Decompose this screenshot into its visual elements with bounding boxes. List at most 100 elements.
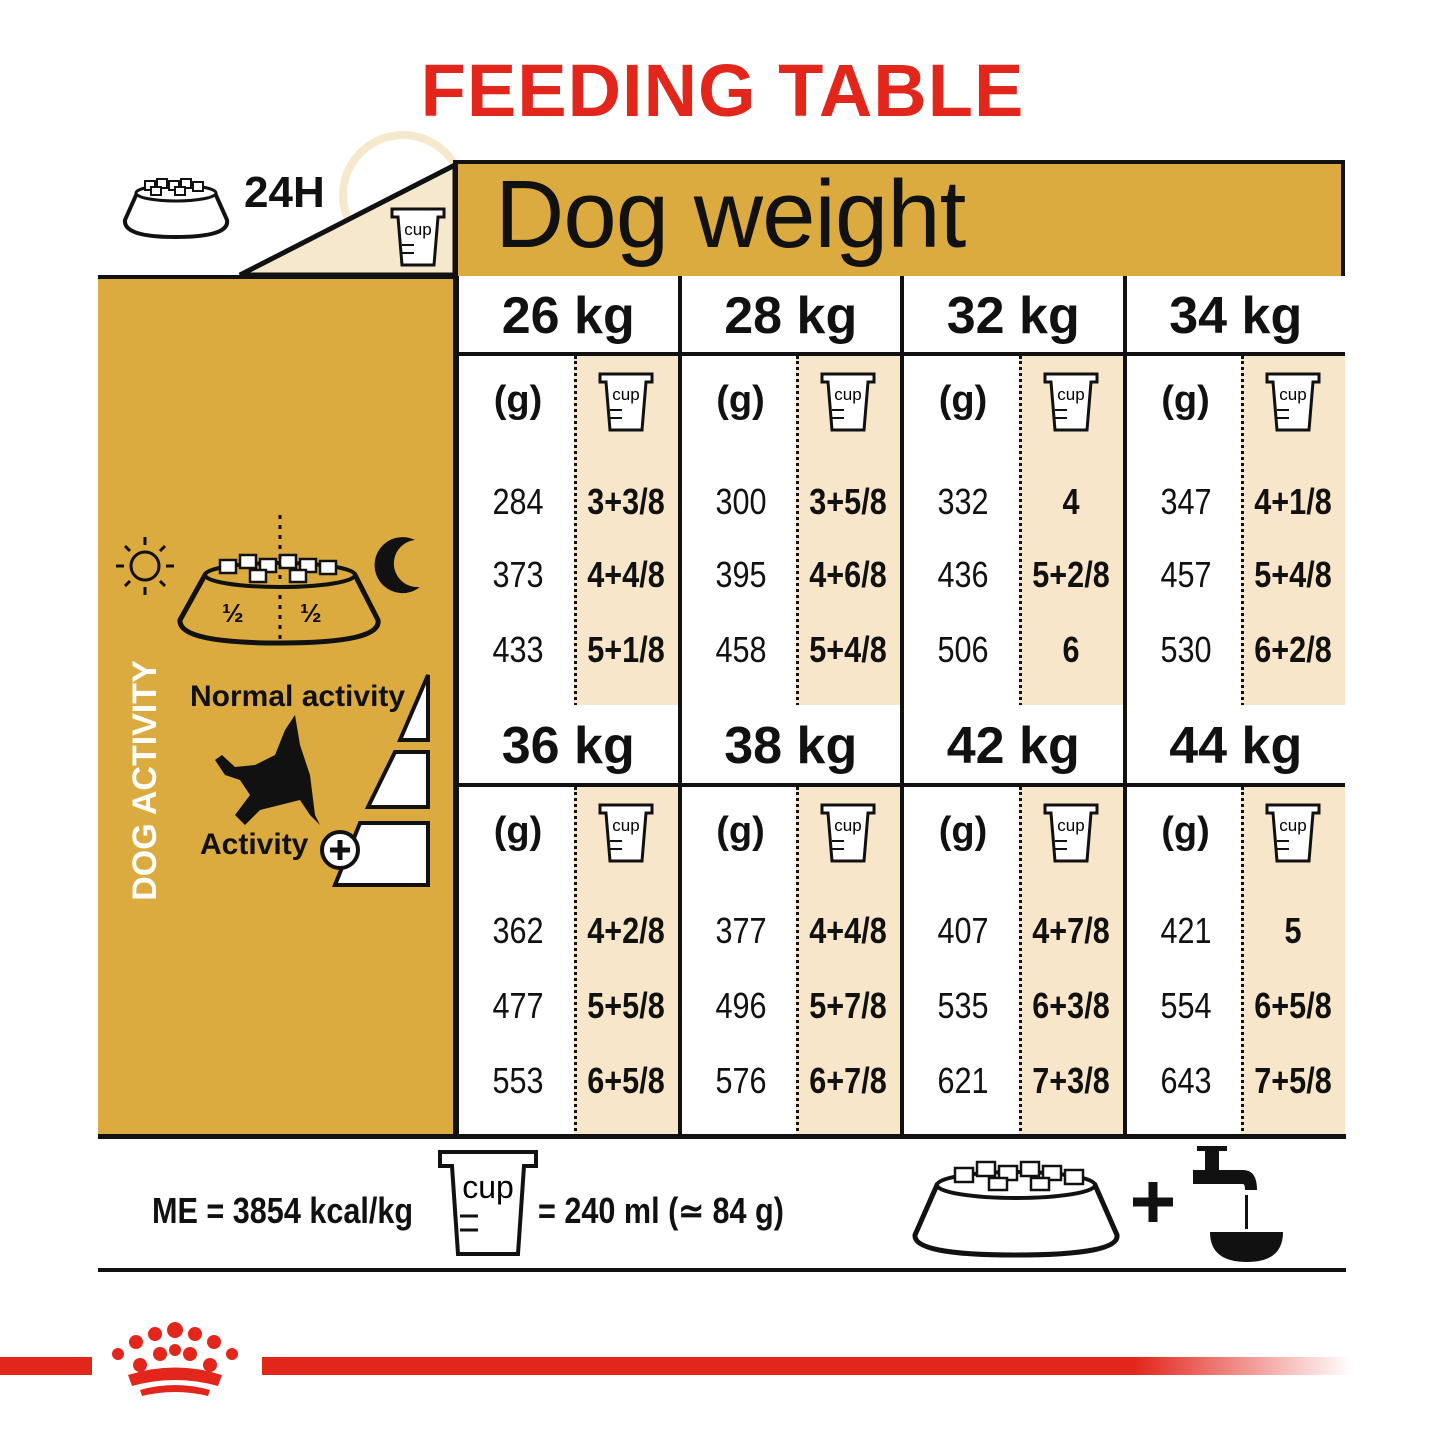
- cup-icon: cup: [818, 370, 878, 434]
- weight-column: 34 kg (g) cup 347 4+1/8 457 5+4/8 530 6+2/8: [1122, 276, 1345, 706]
- cups-value: 4+7/8: [1031, 910, 1110, 951]
- cup-icon: cup: [1041, 801, 1101, 865]
- cup-icon: cup: [438, 1150, 538, 1256]
- dog-weight-label: Dog weight: [495, 161, 966, 268]
- grams-header: (g): [938, 810, 988, 852]
- grams-value: 407: [937, 910, 989, 951]
- energy-value: ME = 3854 kcal/kg: [152, 1190, 414, 1231]
- food-bowl-icon: [123, 178, 230, 240]
- weight-column: 42 kg (g) cup 407 4+7/8 535 6+3/8 621 7+3/8: [900, 705, 1123, 1137]
- grams-value: 421: [1159, 910, 1212, 951]
- grams-value: 477: [492, 985, 544, 1026]
- grams-value: 554: [1159, 985, 1212, 1026]
- grams-header: (g): [493, 379, 543, 421]
- weight-header: 26 kg: [459, 276, 678, 356]
- svg-text:cup: cup: [1279, 816, 1306, 835]
- svg-text:cup: cup: [612, 816, 639, 835]
- grams-value: 395: [714, 554, 767, 595]
- grams-value: 643: [1159, 1060, 1212, 1101]
- cups-value: 7+5/8: [1254, 1060, 1332, 1101]
- cups-value: 6+7/8: [809, 1060, 887, 1101]
- cup-equivalence: = 240 ml (≃ 84 g): [538, 1190, 784, 1231]
- food-bowl-icon: [177, 515, 381, 646]
- weight-header: 38 kg: [681, 705, 900, 787]
- grams-value: 284: [492, 481, 544, 522]
- cup-icon: cup: [390, 207, 446, 267]
- cup-icon: cup: [1041, 370, 1101, 434]
- footer-strip: [98, 1134, 1346, 1272]
- feeding-table-block-1: 26 kg (g) cup 284 3+3/8 373 4+4/8 433 5+1/8 28 kg…: [455, 276, 1345, 706]
- svg-text:cup: cup: [834, 816, 861, 835]
- dog-activity-label: DOG ACTIVITY: [125, 659, 164, 901]
- weight-header: 42 kg: [904, 705, 1123, 787]
- weight-header: 34 kg: [1126, 276, 1345, 356]
- moon-icon: [374, 537, 420, 594]
- grams-header: (g): [1161, 810, 1210, 852]
- weight-column: 38 kg (g) cup 377 4+4/8 496 5+7/8 576 6+7/8: [677, 705, 900, 1137]
- weight-header: 28 kg: [681, 276, 900, 356]
- grams-value: 553: [492, 1060, 544, 1101]
- grams-header: (g): [716, 379, 765, 421]
- svg-text:cup: cup: [1057, 385, 1084, 404]
- svg-text:cup: cup: [834, 385, 861, 404]
- cups-value: 4+6/8: [809, 554, 887, 595]
- grams-value: 300: [714, 481, 767, 522]
- divider: [453, 160, 458, 1137]
- cups-value: 4: [1061, 481, 1080, 522]
- cup-icon: cup: [1263, 370, 1323, 434]
- normal-activity-label: Normal activity: [190, 680, 406, 713]
- food-bowl-icon: [912, 1160, 1120, 1258]
- cups-value: 4+1/8: [1254, 481, 1332, 522]
- cups-value: 3+3/8: [586, 481, 665, 522]
- svg-text:cup: cup: [612, 385, 639, 404]
- weight-column: 28 kg (g) cup 300 3+5/8 395 4+6/8 458 5+4/8: [677, 276, 900, 706]
- grams-header: (g): [938, 379, 988, 421]
- feeding-table-block-2: 36 kg (g) cup 362 4+2/8 477 5+5/8 553 6+5/8 38 kg…: [455, 705, 1345, 1137]
- activity-level-steps: [332, 674, 430, 887]
- grams-value: 621: [937, 1060, 989, 1101]
- cups-value: 6+5/8: [586, 1060, 665, 1101]
- weight-column: 44 kg (g) cup 421 5 554 6+5/8 643 7+5/8: [1122, 705, 1345, 1137]
- cups-value: 6: [1061, 629, 1080, 670]
- dog-weight-header: [455, 160, 1345, 278]
- grams-value: 457: [1159, 554, 1212, 595]
- grams-value: 377: [714, 910, 767, 951]
- cups-value: 6+2/8: [1254, 629, 1332, 670]
- food-and-water-icons: [912, 1146, 1283, 1262]
- cup-icon: cup: [818, 801, 878, 865]
- activity-illustration: [116, 515, 430, 887]
- weight-column: 26 kg (g) cup 284 3+3/8 373 4+4/8 433 5+1/8: [455, 276, 678, 706]
- weight-column: 36 kg (g) cup 362 4+2/8 477 5+5/8 553 6+5/8: [455, 705, 678, 1137]
- grams-value: 458: [714, 629, 767, 670]
- weight-header: 44 kg: [1126, 705, 1345, 787]
- grams-value: 362: [492, 910, 544, 951]
- svg-text:cup: cup: [1279, 385, 1306, 404]
- cups-value: 5+5/8: [586, 985, 665, 1026]
- grams-value: 576: [714, 1060, 767, 1101]
- grams-header: (g): [1161, 379, 1210, 421]
- weight-column: 32 kg (g) cup 332 4 436 5+2/8 506 6: [900, 276, 1123, 706]
- cups-value: 3+5/8: [809, 481, 887, 522]
- activity-panel: [98, 275, 458, 1137]
- cups-value: 4+4/8: [586, 554, 665, 595]
- cups-value: 5+4/8: [809, 629, 887, 670]
- royal-canin-crown-logo: [112, 1322, 238, 1396]
- cups-value: 4+4/8: [809, 910, 887, 951]
- sun-icon: [116, 537, 174, 595]
- grams-value: 496: [714, 985, 767, 1026]
- cups-value: 6+3/8: [1031, 985, 1110, 1026]
- grams-value: 535: [937, 985, 989, 1026]
- svg-text:cup: cup: [462, 1169, 514, 1205]
- grams-value: 506: [937, 629, 989, 670]
- cups-value: 5+4/8: [1254, 554, 1332, 595]
- cups-value: 4+2/8: [586, 910, 665, 951]
- brand-line: [0, 1357, 92, 1375]
- cup-icon: cup: [596, 370, 656, 434]
- grams-value: 433: [492, 629, 544, 670]
- cup-icon: cup: [1263, 801, 1323, 865]
- activity-plus-label: Activity: [200, 828, 309, 861]
- fraction-evening: ½: [300, 598, 322, 628]
- svg-text:cup: cup: [1057, 816, 1084, 835]
- water-tap-icon: [1193, 1146, 1283, 1262]
- weight-header: 36 kg: [459, 705, 678, 787]
